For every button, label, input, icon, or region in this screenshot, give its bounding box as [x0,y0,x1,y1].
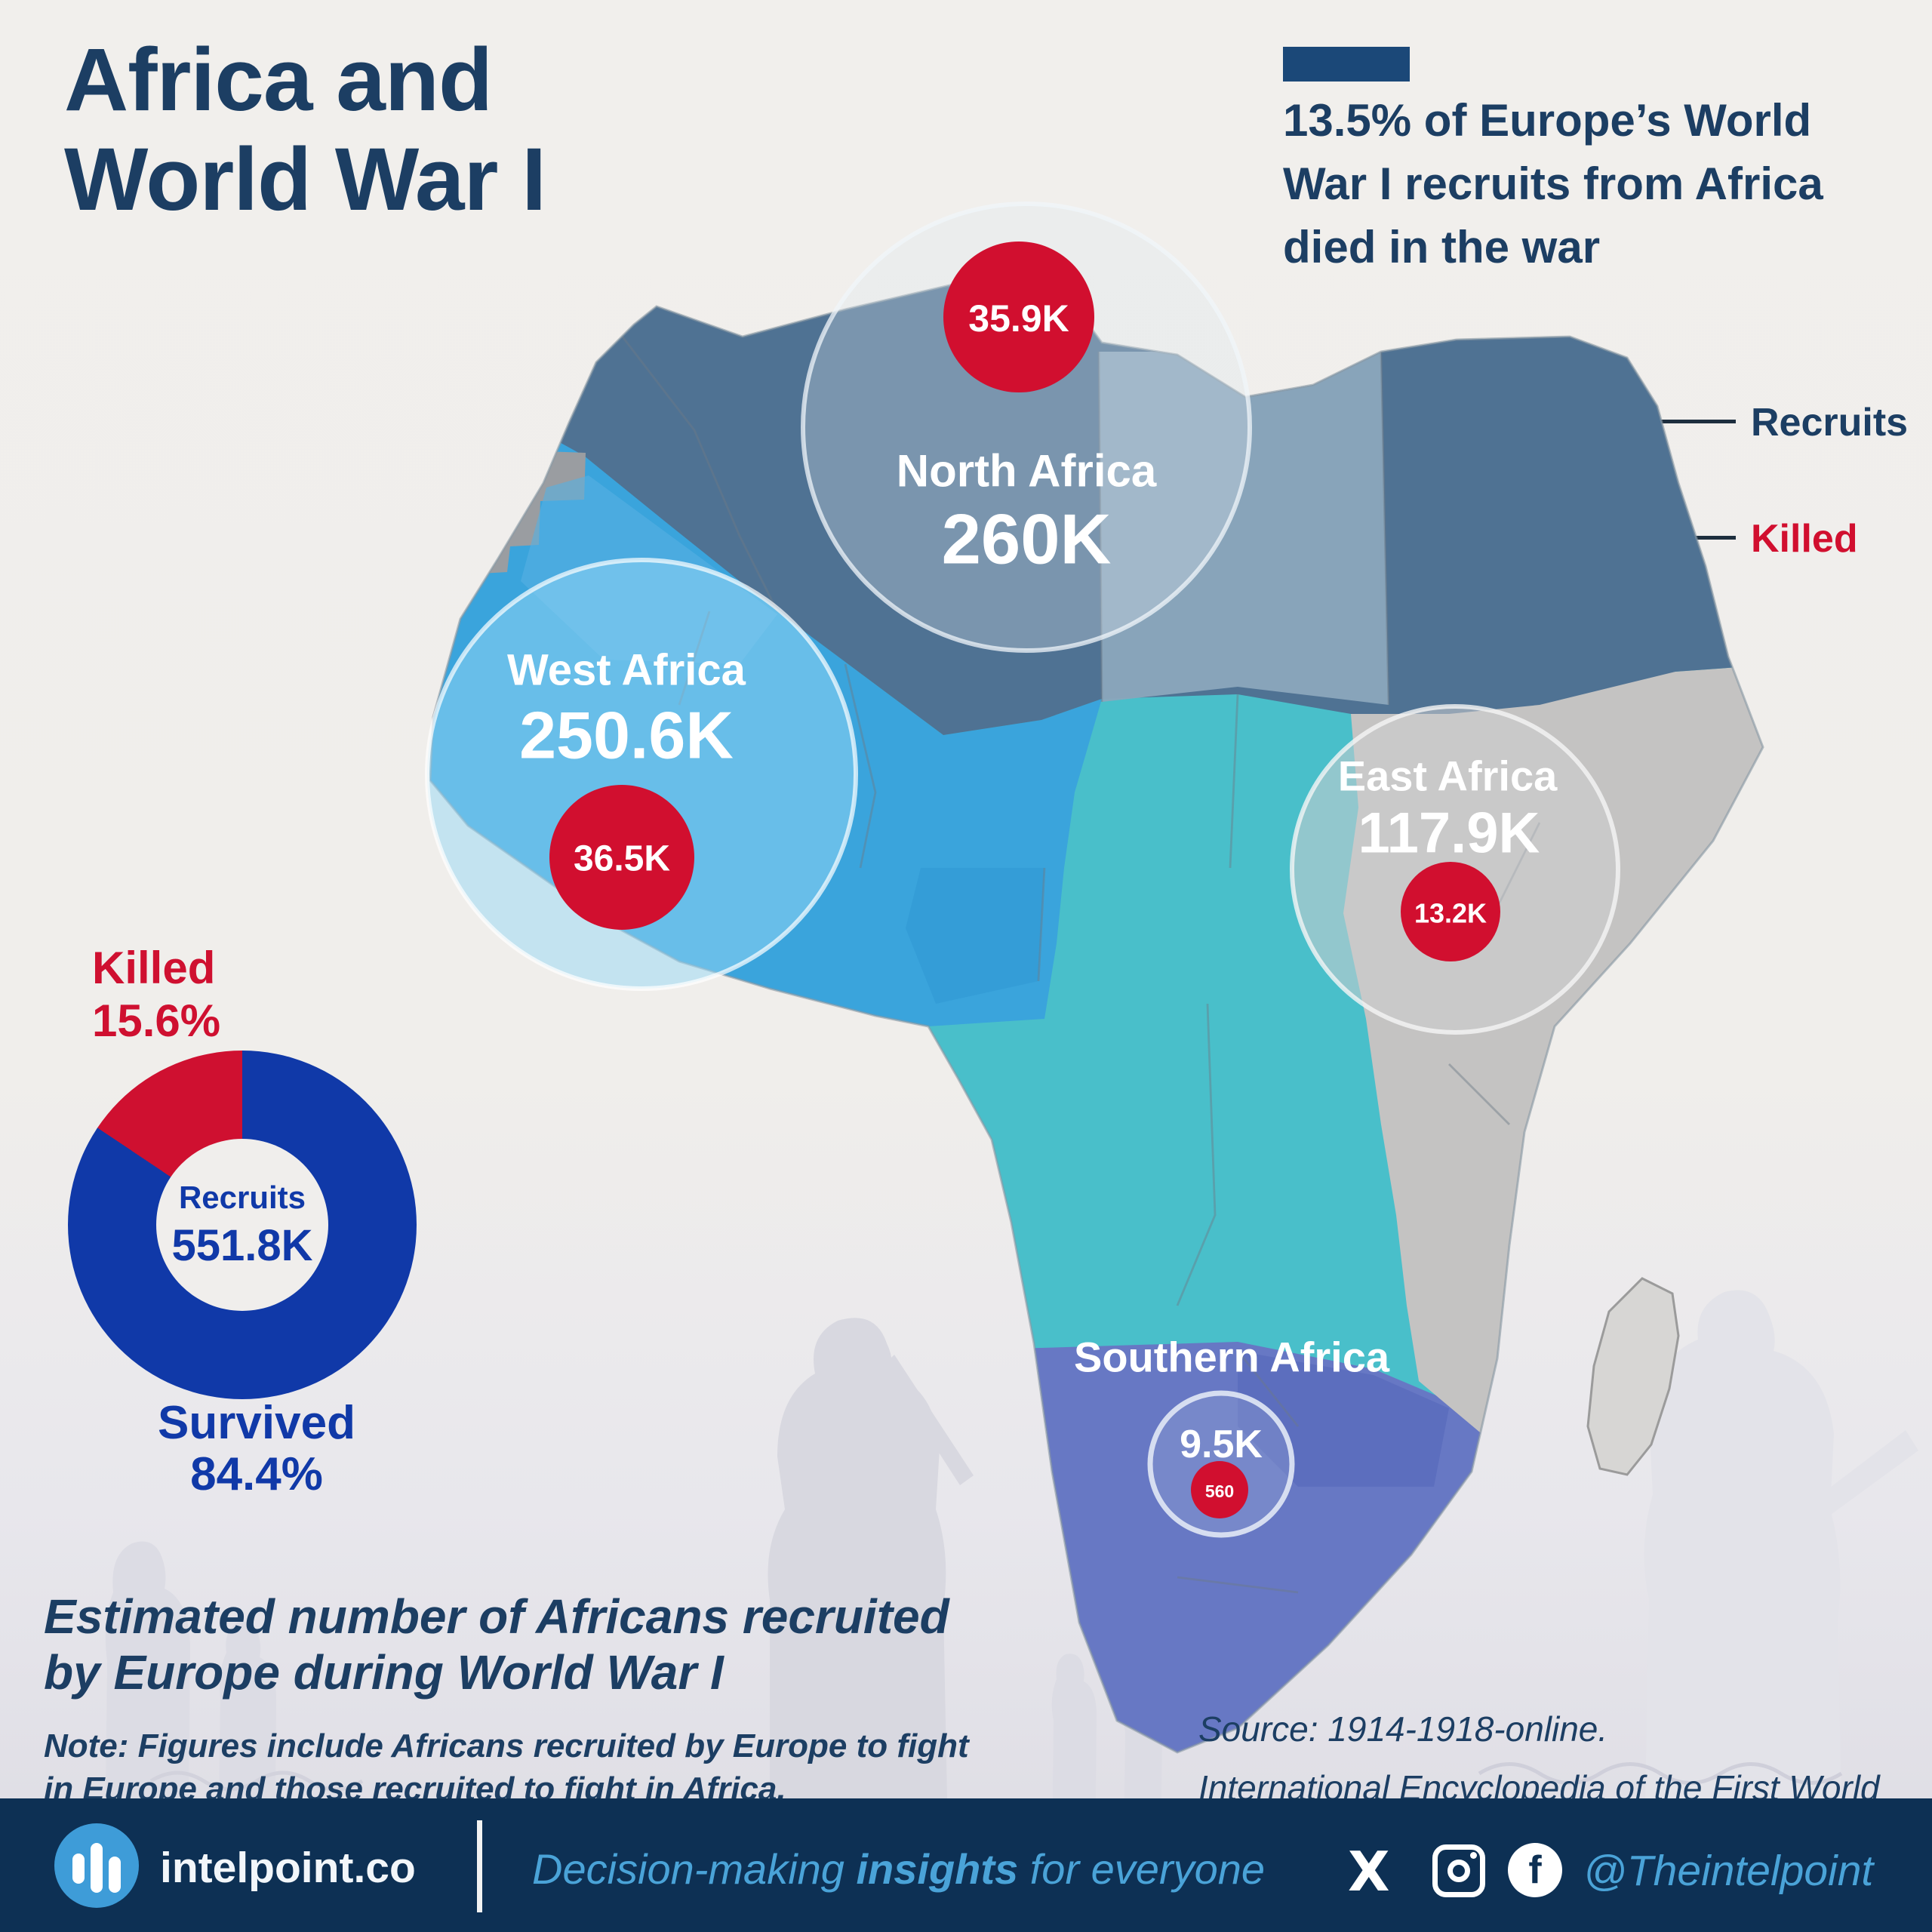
west-africa-killed-value: 36.5K [574,839,670,879]
footer-divider [477,1820,482,1912]
brand-name: intelpoint.co [160,1844,416,1892]
legend-killed-label: Killed [1751,517,1858,561]
highlight-line1: 13.5% of Europe’s World [1283,95,1812,146]
source-line1: Source: 1914-1918-online. [1198,1709,1608,1749]
legend-line-recruits [1651,420,1736,423]
highlight-line3: died in the war [1283,222,1601,272]
barbed-wire-silhouette [1478,1762,1843,1785]
west-africa-killed-circle [549,785,694,930]
rifle-silhouette-center [883,1355,974,1485]
chart-caption: Estimated number of Africans recruited b… [44,1589,949,1700]
soldier-silhouette-left [105,1541,190,1798]
country-borders [617,331,1541,1594]
instagram-dot [1470,1852,1477,1859]
soldier-silhouette-right [1644,1290,1841,1798]
highlight-line2: War I recruits from Africa [1283,158,1823,209]
africa-map: 35.9K North Africa 260K West Africa 250.… [425,202,1764,1754]
footer-bar [0,1798,1932,1932]
legend-recruits-label: Recruits [1751,401,1909,445]
north-africa-recruits-value: 260K [942,500,1112,579]
social-handle[interactable]: @Theintelpoint [1583,1847,1874,1895]
donut-killed-pct: 15.6% [92,995,221,1046]
recruits-donut-chart: Recruits 551.8K [68,1051,417,1399]
donut-survived-text: Survived [158,1397,355,1449]
north-africa-label: North Africa [897,446,1157,497]
highlight-stat: 13.5% of Europe’s World War I recruits f… [1283,89,1917,279]
west-africa-recruits-value: 250.6K [519,698,734,773]
page-title-line2: World War I [64,130,546,230]
facebook-icon[interactable]: f [1508,1843,1562,1897]
southern-africa-recruits-value: 9.5K [1180,1423,1263,1466]
footer-tagline: Decision-making insights for everyone [532,1844,1265,1894]
map-region-madagascar [1586,1277,1680,1476]
west-africa-recruits-circle [425,558,858,991]
east-africa-killed-value: 13.2K [1414,898,1487,929]
southern-africa-killed-circle [1191,1461,1248,1518]
page-title: Africa and World War I [64,30,546,229]
donut-center-label: Recruits [178,1179,306,1215]
west-africa-label: West Africa [507,646,746,695]
map-country-patch-west-2 [906,868,1044,1004]
tagline-suffix: for everyone [1018,1845,1266,1893]
east-africa-recruits-value: 117.9K [1358,801,1540,866]
north-africa-recruits-circle [801,202,1252,653]
southern-africa-killed-value: 560 [1205,1481,1234,1501]
tagline-prefix: Decision-making [532,1845,857,1893]
tagline-bold: insights [856,1845,1019,1893]
east-africa-killed-circle [1401,862,1500,961]
donut-center-value: 551.8K [171,1220,313,1270]
map-country-libya [1099,352,1389,705]
facebook-letter: f [1528,1848,1542,1892]
donut-center: Recruits 551.8K [156,1139,328,1311]
donut-killed-label: Killed 15.6% [92,942,220,1048]
highlight-accent-bar [1283,47,1410,82]
caption-line1: Estimated number of Africans recruited [44,1589,949,1644]
soldier-silhouette-center [768,1318,947,1798]
rifle-silhouette-right [1811,1430,1918,1521]
x-twitter-icon[interactable]: X [1348,1840,1390,1903]
caption-line2: by Europe during World War I [44,1645,724,1700]
page-title-line1: Africa and [64,30,493,130]
southern-africa-label: Southern Africa [1074,1334,1390,1381]
soldier-silhouette-bottom-1 [1051,1654,1097,1798]
barbed-wire-silhouette-left [149,1770,364,1792]
donut-survived-label: Survived 84.4% [91,1398,423,1500]
intelpoint-logo-icon [54,1823,139,1908]
note-line1: Note: Figures include Africans recruited… [44,1727,969,1764]
north-africa-killed-circle [943,242,1094,392]
donut-killed-text: Killed [92,943,216,993]
north-africa-killed-value: 35.9K [968,297,1069,340]
instagram-icon[interactable] [1432,1844,1485,1897]
east-africa-label: East Africa [1338,752,1558,800]
donut-survived-pct: 84.4% [190,1448,323,1500]
instagram-lens [1447,1860,1470,1882]
soldier-silhouette-left-small [219,1622,276,1798]
